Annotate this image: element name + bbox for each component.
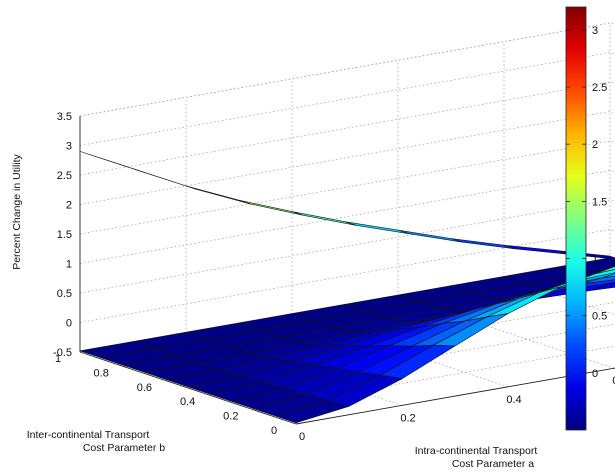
- surface-face: [397, 229, 463, 243]
- colorbar-tick-label: 3: [592, 25, 598, 37]
- surface-face: [344, 221, 410, 234]
- tick-labels: -0.5 0 0.5 1 1.5 2 2.5 3 3.5 0 0.2 0.4 0.6 0.8 1 0 0.2 0.…: [53, 111, 615, 443]
- y-tick-label: 1: [55, 353, 61, 365]
- grid-line: [609, 22, 615, 26]
- grid-line: [79, 22, 611, 117]
- grid-line: [209, 323, 615, 396]
- colorbar-tick-label: 2: [592, 139, 598, 151]
- x-tick-label: 0.6: [612, 375, 615, 387]
- colorbar-gradient: [565, 6, 587, 431]
- z-tick-label: 3.5: [57, 111, 72, 123]
- y-axis-label-line2: Cost Parameter b: [83, 442, 165, 454]
- grid-line: [79, 111, 615, 205]
- z-tick-label: 1.5: [57, 229, 72, 241]
- z-tick-label: 3: [66, 141, 72, 153]
- colorbar: 0 0.5 1 1.5 2 2.5 3: [565, 6, 607, 431]
- surface-face: [450, 238, 516, 250]
- y-tick-label: 0.6: [137, 382, 152, 394]
- surface-face: [274, 400, 350, 424]
- x-axis-label-line2: Cost Parameter a: [452, 458, 534, 470]
- colorbar-tick-label: 1.5: [592, 196, 607, 208]
- surface-plot: [79, 151, 615, 424]
- colorbar-tick-label: 0: [592, 368, 598, 380]
- y-axis-label-line1: Inter-continental Transport: [27, 429, 150, 441]
- grid-line: [252, 345, 615, 410]
- x-tick-label: 0: [299, 431, 305, 443]
- x-tick-label: 0.2: [400, 412, 415, 424]
- x-tick-label: 0.4: [506, 394, 521, 406]
- surface-face: [503, 244, 569, 255]
- z-tick-label: 0: [66, 318, 72, 330]
- y-tick-label: 0: [271, 425, 277, 437]
- axis-line: [295, 367, 615, 425]
- x-axis-label-line1: Intra-continental Transport: [415, 445, 538, 457]
- surface-face: [79, 151, 145, 173]
- z-axis-label: Percent Change in Utility: [11, 153, 23, 269]
- axis-line: [79, 351, 297, 425]
- colorbar-tick-label: 0.5: [592, 311, 607, 323]
- grid-line: [79, 52, 615, 146]
- grid-line: [79, 140, 615, 235]
- surface-face: [185, 185, 251, 205]
- z-tick-label: 0.5: [57, 288, 72, 300]
- colorbar-tick-label: 1: [592, 254, 598, 266]
- z-tick-label: -0.5: [53, 347, 72, 359]
- z-tick-label: 1: [66, 259, 72, 271]
- y-tick-label: 0.8: [94, 367, 109, 379]
- y-tick-label: 0.4: [180, 396, 195, 408]
- grid-line: [79, 81, 615, 176]
- y-tick-label: 0.2: [223, 411, 238, 423]
- colorbar-tick-label: 2.5: [592, 82, 607, 94]
- z-tick-label: 2: [66, 200, 72, 212]
- colorbar-ticks: 0 0.5 1 1.5 2 2.5 3: [566, 25, 607, 380]
- z-tick-label: 2.5: [57, 170, 72, 182]
- axes-frame: [79, 116, 615, 425]
- surface-face: [291, 211, 357, 226]
- surface-face: [238, 199, 304, 216]
